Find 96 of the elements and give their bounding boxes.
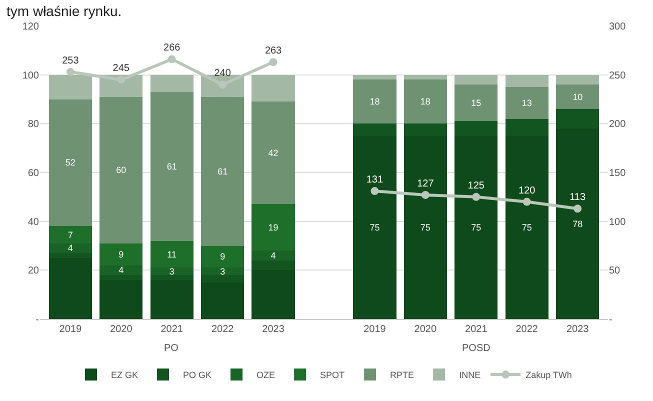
data-label: 253 xyxy=(62,55,80,66)
legend-label: EZ GK xyxy=(111,370,138,380)
data-label: 7 xyxy=(68,230,73,240)
x-tick-label: 2020 xyxy=(414,324,437,335)
bar xyxy=(252,74,295,102)
text: POSD xyxy=(462,343,490,354)
bar xyxy=(150,74,194,92)
legend-label: PO GK xyxy=(183,370,212,380)
data-label: 3 xyxy=(220,266,226,276)
bar xyxy=(353,74,396,80)
point xyxy=(168,55,176,64)
text: PO xyxy=(164,343,179,354)
point xyxy=(522,198,531,206)
bar xyxy=(505,87,548,119)
y-tick-label: 40 xyxy=(28,216,40,228)
point xyxy=(472,192,480,201)
bar xyxy=(505,74,548,88)
x-tick-label: 2023 xyxy=(262,324,285,335)
data-label: 60 xyxy=(116,165,126,176)
legend-label: OZE xyxy=(256,370,276,380)
x-tick-label: 2022 xyxy=(516,324,538,335)
bar xyxy=(454,74,498,85)
y2-tick-label: 300 xyxy=(609,22,626,32)
bar xyxy=(201,96,244,246)
y-tick-label: 80 xyxy=(28,119,40,130)
legend-label: INNE xyxy=(459,370,481,380)
point xyxy=(370,187,379,196)
point xyxy=(574,204,582,213)
legend-label: SPOT xyxy=(320,370,346,380)
x-tick-label: 2020 xyxy=(110,324,133,335)
data-label: 13 xyxy=(522,98,532,108)
bar xyxy=(454,84,498,122)
y2-tick-label: - xyxy=(609,314,612,326)
data-label: 78 xyxy=(572,218,583,229)
bar xyxy=(48,74,92,100)
bar xyxy=(100,96,143,244)
data-label: 61 xyxy=(218,166,228,176)
data-label: 52 xyxy=(65,158,76,168)
bar xyxy=(556,84,600,110)
data-label: 245 xyxy=(112,63,130,74)
legend-label: Zakup TWh xyxy=(526,370,572,380)
bar xyxy=(150,92,194,241)
x-tick-label: 2019 xyxy=(59,324,82,335)
data-label: 75 xyxy=(522,222,532,232)
point xyxy=(421,190,430,199)
data-label: 131 xyxy=(366,174,384,186)
data-label: 4 xyxy=(68,243,73,254)
bar xyxy=(353,80,396,124)
data-label: 42 xyxy=(268,148,278,158)
data-label: 75 xyxy=(420,222,430,232)
chart-title: tym właśnie rynku. xyxy=(6,2,122,19)
y2-tick-label: 100 xyxy=(609,216,626,228)
y-tick-label: 100 xyxy=(22,70,40,82)
y-tick-label: - xyxy=(36,314,39,326)
y-tick-label: 60 xyxy=(28,168,40,179)
x-tick-label: 2023 xyxy=(566,324,590,335)
data-label: 75 xyxy=(370,222,380,232)
data-label: 266 xyxy=(164,42,181,54)
x-tick-label: 2021 xyxy=(465,324,488,335)
bar xyxy=(404,80,447,124)
data-label: 125 xyxy=(468,180,485,192)
bar xyxy=(252,102,295,204)
bar xyxy=(48,99,92,226)
data-label: 127 xyxy=(417,178,434,190)
data-label: 9 xyxy=(118,249,124,260)
data-label: 18 xyxy=(370,96,380,107)
data-label: 10 xyxy=(572,92,583,102)
data-label: 263 xyxy=(264,46,282,57)
legend-label: RPTE xyxy=(390,370,414,380)
y-tick-label: 120 xyxy=(22,22,40,32)
bar xyxy=(404,74,447,80)
y2-tick-label: 200 xyxy=(609,119,626,130)
data-label: 11 xyxy=(167,249,177,260)
data-label: 4 xyxy=(118,265,124,276)
data-label: 9 xyxy=(220,252,226,262)
data-label: 120 xyxy=(518,185,536,196)
point xyxy=(269,58,278,66)
x-tick-label: 2019 xyxy=(364,324,386,335)
data-label: 4 xyxy=(270,250,276,261)
y2-tick-label: 150 xyxy=(609,168,626,179)
bar xyxy=(556,74,600,85)
x-tick-label: 2021 xyxy=(160,324,184,335)
y2-tick-label: 250 xyxy=(609,70,626,82)
data-label: 15 xyxy=(471,98,482,108)
y-tick-label: 20 xyxy=(28,266,40,277)
data-label: 18 xyxy=(420,96,430,107)
data-label: 3 xyxy=(169,266,174,276)
data-label: 19 xyxy=(268,222,278,232)
data-label: 61 xyxy=(166,161,177,172)
data-label: 75 xyxy=(471,222,482,232)
x-tick-label: 2022 xyxy=(211,324,234,335)
data-label: 113 xyxy=(570,192,586,204)
data-label: 240 xyxy=(214,68,232,80)
point xyxy=(66,68,74,76)
y2-tick-label: 50 xyxy=(609,266,621,277)
point xyxy=(117,76,126,84)
